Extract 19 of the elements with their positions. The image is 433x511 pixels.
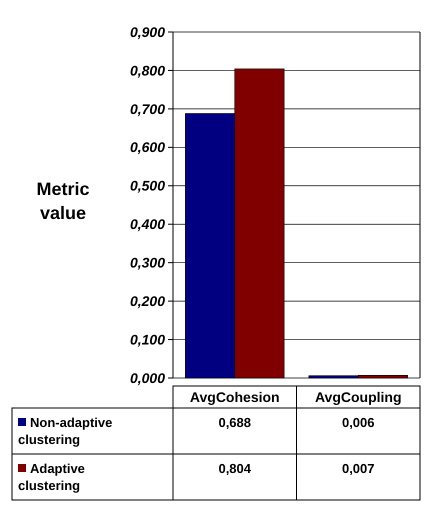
x-tick-label: AvgCoupling	[314, 388, 402, 405]
legend-label: Non-adaptive clustering	[18, 415, 112, 447]
y-tick-label: 0,000	[130, 370, 166, 386]
data-label: 0,688	[218, 415, 252, 430]
y-tick-label: 0,100	[130, 331, 166, 348]
data-label: 0,804	[218, 461, 252, 476]
data-label: 0,007	[342, 461, 375, 476]
y-axis-title: Metric value	[36, 179, 90, 223]
y-tick-label: 0,600	[130, 139, 166, 156]
y-tick-label: 0,900	[130, 24, 166, 40]
y-tick-label: 0,200	[130, 293, 166, 310]
y-tick-label: 0,400	[130, 216, 166, 232]
legend-label: Adaptive clustering	[18, 461, 85, 493]
data-label: 0,006	[342, 415, 375, 430]
y-tick-label: 0,500	[130, 178, 166, 194]
y-tick-label: 0,800	[130, 62, 166, 78]
y-tick-label: 0,300	[130, 254, 166, 271]
y-tick-label: 0,700	[130, 100, 166, 117]
x-tick-label: AvgCohesion	[190, 388, 280, 405]
